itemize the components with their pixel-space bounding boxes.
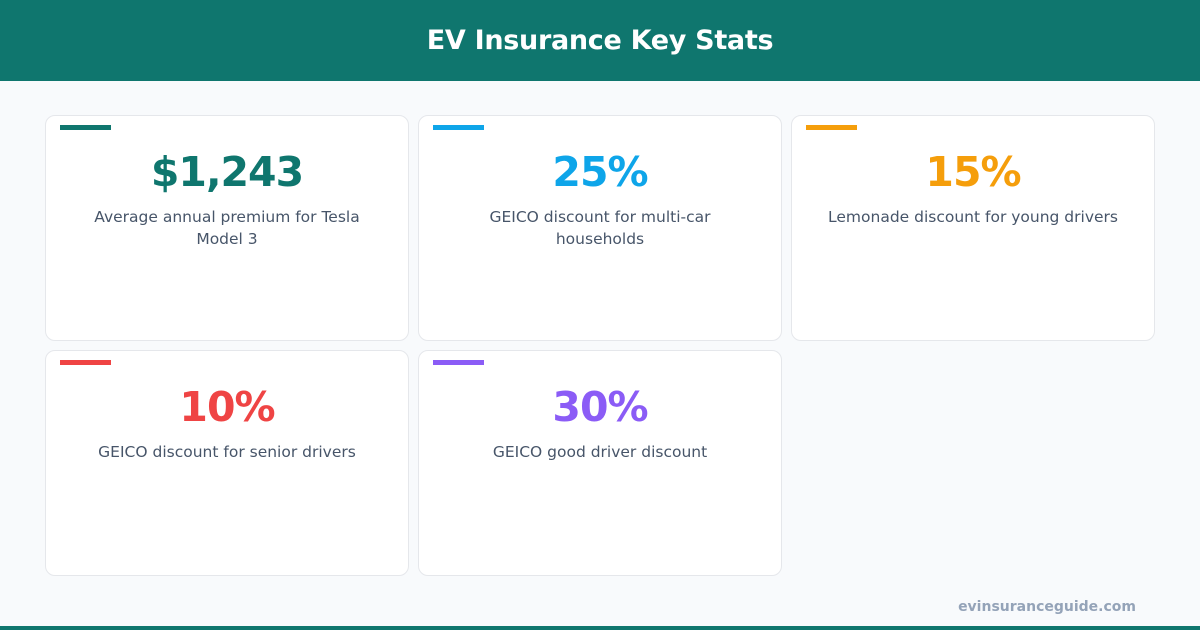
- accent-bar: [433, 125, 484, 130]
- stat-label: GEICO good driver discount: [492, 443, 708, 461]
- header-banner: EV Insurance Key Stats: [0, 0, 1200, 81]
- accent-bar: [433, 360, 484, 365]
- accent-bar: [60, 360, 111, 365]
- stat-card-good-driver: 30% GEICO good driver discount: [418, 350, 782, 576]
- stat-value: 15%: [925, 148, 1021, 196]
- stat-card-multi-car: 25% GEICO discount for multi-car househo…: [418, 115, 782, 341]
- stat-label: GEICO discount for senior drivers: [98, 443, 356, 461]
- stat-value: 10%: [179, 383, 275, 431]
- accent-bar: [806, 125, 857, 130]
- stat-label: Average annual premium for Tesla Model 3: [94, 208, 360, 248]
- stat-card-senior-drivers: 10% GEICO discount for senior drivers: [45, 350, 409, 576]
- stat-label: GEICO discount for multi-car households: [489, 208, 711, 248]
- stat-value: $1,243: [150, 148, 304, 196]
- bottom-border: [0, 626, 1200, 630]
- stat-value: 25%: [552, 148, 648, 196]
- stat-card-premium: $1,243 Average annual premium for Tesla …: [45, 115, 409, 341]
- page-title: EV Insurance Key Stats: [426, 25, 774, 56]
- stat-card-young-drivers: 15% Lemonade discount for young drivers: [791, 115, 1155, 341]
- stats-grid: $1,243 Average annual premium for Tesla …: [45, 115, 1155, 576]
- stat-value: 30%: [552, 383, 648, 431]
- accent-bar: [60, 125, 111, 130]
- site-url: evinsuranceguide.com: [958, 599, 1136, 615]
- stat-label: Lemonade discount for young drivers: [828, 208, 1118, 226]
